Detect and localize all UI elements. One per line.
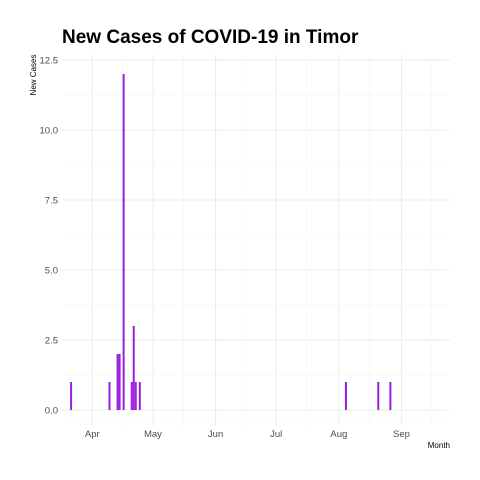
- y-axis-ticks: 0.0 2.5 5.0 7.5 10.0 12.5: [40, 56, 59, 417]
- bar: [116, 354, 119, 410]
- y-axis-title: New Cases: [29, 55, 38, 96]
- bar: [134, 382, 137, 410]
- x-tick-label: Sep: [393, 429, 410, 440]
- bar: [122, 74, 125, 410]
- bar: [389, 382, 392, 410]
- y-tick-label: 7.5: [45, 196, 58, 207]
- x-tick-label: Jul: [270, 429, 282, 440]
- bar: [132, 326, 135, 410]
- x-axis-ticks: Apr May Jun Jul Aug Sep: [85, 429, 410, 440]
- y-tick-label: 0.0: [45, 406, 58, 417]
- bars: [70, 74, 392, 410]
- y-tick-label: 10.0: [40, 126, 59, 137]
- y-tick-label: 2.5: [45, 336, 58, 347]
- bar: [130, 382, 133, 410]
- x-tick-label: Aug: [330, 429, 347, 440]
- x-axis-title: Month: [428, 441, 450, 450]
- x-tick-label: May: [144, 429, 162, 440]
- bar: [118, 354, 121, 410]
- x-tick-label: Jun: [208, 429, 223, 440]
- chart-title: New Cases of COVID-19 in Timor: [62, 27, 359, 48]
- y-tick-label: 5.0: [45, 266, 58, 277]
- x-tick-label: Apr: [85, 429, 100, 440]
- bar: [344, 382, 347, 410]
- bar: [377, 382, 380, 410]
- grid: [62, 55, 450, 426]
- bar: [138, 382, 141, 410]
- bar: [108, 382, 111, 410]
- y-tick-label: 12.5: [40, 56, 59, 67]
- bar: [70, 382, 73, 410]
